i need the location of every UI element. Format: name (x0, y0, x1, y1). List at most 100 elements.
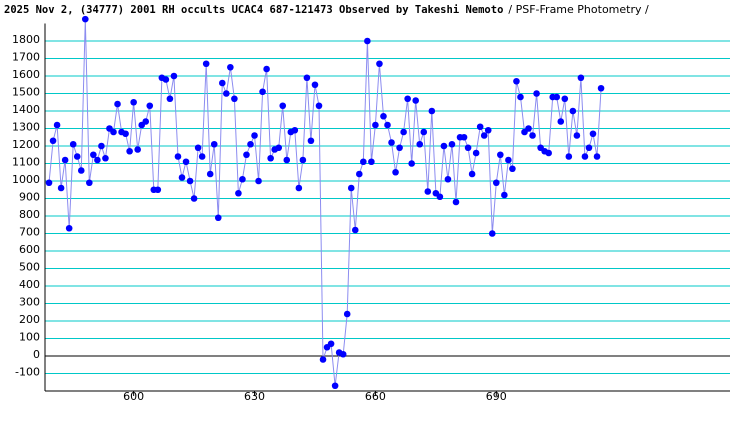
data-point (283, 156, 291, 164)
y-tick-label: 400 (19, 278, 40, 291)
chart-subtitle: / PSF-Frame Photometry / (508, 3, 649, 16)
data-point (65, 224, 73, 232)
data-point (452, 198, 460, 206)
data-point (77, 167, 85, 174)
data-point (525, 125, 532, 132)
data-point (259, 88, 266, 96)
data-point (146, 102, 154, 110)
data-point (114, 100, 121, 108)
chart-title: 2025 Nov 2, (34777) 2001 RH occults UCAC… (4, 4, 503, 16)
data-point (412, 97, 420, 104)
series-line (48, 19, 602, 386)
y-tick-label: 1400 (12, 103, 40, 116)
data-point (162, 76, 170, 83)
data-point (218, 79, 226, 87)
data-point (513, 77, 520, 85)
data-point (267, 154, 274, 162)
data-point (86, 179, 93, 187)
x-tick-label: 600 (123, 390, 144, 403)
data-point (400, 128, 407, 136)
data-point (110, 128, 117, 136)
data-point (488, 230, 496, 237)
data-point (223, 90, 230, 97)
data-point (170, 72, 178, 80)
data-point (239, 175, 246, 183)
data-point (186, 177, 194, 185)
y-tick-label: 1000 (12, 173, 40, 186)
data-point (69, 140, 77, 148)
x-tick-label: 660 (365, 390, 386, 403)
data-point (368, 158, 375, 166)
data-point (102, 154, 109, 162)
data-point (480, 132, 488, 139)
data-point (275, 144, 283, 152)
data-point (81, 15, 89, 23)
data-point (497, 151, 504, 159)
data-point (214, 214, 222, 222)
data-point (90, 151, 97, 159)
data-point (569, 107, 577, 115)
data-point (178, 174, 186, 181)
data-point (295, 184, 303, 192)
data-point (351, 226, 359, 234)
y-tick-label: 1700 (12, 51, 40, 64)
data-point (448, 140, 456, 148)
data-point (396, 144, 403, 152)
data-point (251, 132, 258, 139)
y-tick-label: 200 (19, 313, 40, 326)
data-point (53, 121, 61, 129)
data-point (291, 126, 299, 134)
y-tick-label: 800 (19, 208, 40, 221)
data-point (327, 340, 335, 348)
data-point (355, 170, 363, 178)
data-point (61, 156, 69, 164)
data-point (339, 350, 347, 358)
data-point (428, 107, 436, 115)
data-point (303, 74, 311, 82)
data-point (94, 156, 101, 164)
data-point (597, 84, 605, 92)
y-tick-label: 500 (19, 261, 40, 274)
data-point (561, 95, 569, 103)
data-point (174, 153, 182, 160)
data-point (227, 63, 234, 71)
data-point (130, 98, 137, 106)
data-point (198, 153, 206, 160)
data-point (206, 170, 214, 178)
data-point (501, 191, 508, 199)
data-point (243, 151, 250, 159)
y-tick-label: 1200 (12, 138, 40, 151)
data-point (279, 102, 287, 110)
data-point (444, 175, 452, 183)
data-point (190, 195, 198, 202)
x-tick-label: 690 (486, 390, 507, 403)
data-point (545, 149, 552, 157)
data-point (553, 93, 561, 101)
y-tick-label: 0 (33, 348, 40, 361)
data-point (194, 144, 202, 152)
y-tick-label: 1800 (12, 33, 40, 46)
y-tick-label: 1500 (12, 86, 40, 99)
data-point (460, 133, 468, 141)
data-point (311, 81, 319, 89)
data-point (440, 142, 448, 150)
data-point (505, 156, 512, 164)
y-tick-label: -100 (15, 366, 40, 379)
data-point (517, 93, 524, 101)
data-point (464, 144, 472, 152)
data-point (372, 121, 379, 129)
data-point (404, 95, 411, 103)
data-point (565, 153, 573, 160)
data-point (388, 139, 395, 146)
data-point (210, 140, 218, 148)
data-point (202, 60, 210, 68)
data-point (585, 144, 593, 152)
data-point (307, 137, 315, 145)
data-point (347, 184, 355, 192)
data-point (436, 193, 444, 201)
data-point (45, 179, 53, 187)
data-point (533, 90, 540, 97)
y-tick-label: 700 (19, 226, 40, 239)
data-point (492, 179, 500, 187)
data-point (331, 382, 339, 390)
